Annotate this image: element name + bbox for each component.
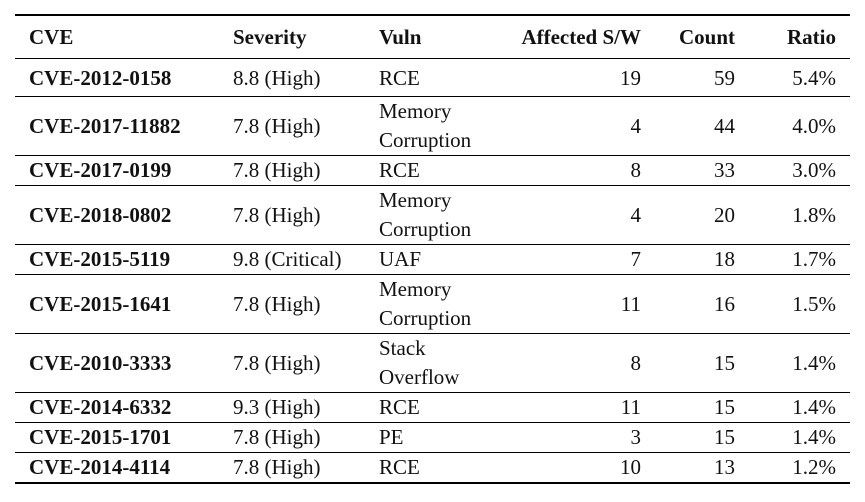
cve-cell: CVE-2015-5119 <box>29 247 171 271</box>
table-row: CVE-2018-0802 7.8 (High) Memory Corruption… <box>15 186 850 245</box>
severity-cell: 8.8 (High) <box>233 66 321 90</box>
vuln-cell: Stack Overflow <box>379 336 460 389</box>
ratio-cell: 4.0% <box>792 113 836 138</box>
table-row: CVE-2017-0199 7.8 (High) RCE 8 33 3.0% <box>15 156 850 186</box>
ratio-cell: 1.4% <box>792 425 836 449</box>
count-cell: 16 <box>714 291 735 316</box>
table-row: CVE-2015-1701 7.8 (High) PE 3 15 1.4% <box>15 423 850 453</box>
column-header: Count <box>678 24 735 49</box>
severity-cell: 7.8 (High) <box>233 425 321 449</box>
table-row: CVE-2015-5119 9.8 (Critical) UAF 7 18 1.7% <box>15 245 850 275</box>
table-body: CVE-2012-0158 8.8 (High) RCE 19 59 5.4% CVE-20… <box>15 59 850 483</box>
vuln-cell: UAF <box>379 247 422 271</box>
vuln-cell: RCE <box>379 158 420 182</box>
cve-cell: CVE-2014-6332 <box>29 395 172 419</box>
column-header: CVE <box>29 24 74 49</box>
affected-cell: 8 <box>630 350 642 375</box>
severity-cell: 9.3 (High) <box>233 395 321 419</box>
cve-cell: CVE-2014-4114 <box>29 455 171 479</box>
severity-cell: 7.8 (High) <box>233 455 321 479</box>
table-row: CVE-2010-3333 7.8 (High) Stack Overflow 8 15… <box>15 334 850 393</box>
affected-cell: 10 <box>620 455 641 479</box>
column-header: Affected S/W <box>521 24 641 49</box>
column-header: Ratio <box>787 24 836 49</box>
cve-cell: CVE-2017-11882 <box>29 113 181 138</box>
vuln-cell: RCE <box>379 66 420 90</box>
affected-cell: 4 <box>630 113 642 138</box>
vuln-cell: Memory Corruption <box>379 188 472 241</box>
vuln-cell: RCE <box>379 395 420 419</box>
count-cell: 15 <box>714 425 735 449</box>
column-header: Vuln <box>379 24 422 49</box>
severity-cell: 7.8 (High) <box>233 350 321 375</box>
table-header: CVE Severity Vuln Affected S/W Count Ratio <box>15 15 850 59</box>
cve-cell: CVE-2018-0802 <box>29 202 172 227</box>
severity-cell: 7.8 (High) <box>233 291 321 316</box>
count-cell: 15 <box>714 350 735 375</box>
affected-cell: 4 <box>630 202 642 227</box>
ratio-cell: 1.2% <box>792 455 836 479</box>
affected-cell: 11 <box>620 395 641 419</box>
count-cell: 20 <box>714 202 735 227</box>
severity-cell: 9.8 (Critical) <box>233 247 342 271</box>
affected-cell: 19 <box>620 66 641 90</box>
affected-cell: 3 <box>630 425 642 449</box>
table-row: CVE-2014-6332 9.3 (High) RCE 11 15 1.4% <box>15 393 850 423</box>
cve-cell: CVE-2010-3333 <box>29 350 172 375</box>
column-header: Severity <box>233 24 307 49</box>
count-cell: 44 <box>714 113 735 138</box>
severity-cell: 7.8 (High) <box>233 113 321 138</box>
count-cell: 59 <box>714 66 735 90</box>
table-row: CVE-2012-0158 8.8 (High) RCE 19 59 5.4% <box>15 59 850 97</box>
table-row: CVE-2014-4114 7.8 (High) RCE 10 13 1.2% <box>15 453 850 483</box>
ratio-cell: 5.4% <box>792 66 836 90</box>
ratio-cell: 1.5% <box>792 291 836 316</box>
ratio-cell: 1.7% <box>792 247 836 271</box>
cve-cell: CVE-2015-1701 <box>29 425 172 449</box>
ratio-cell: 1.8% <box>792 202 836 227</box>
count-cell: 15 <box>714 395 735 419</box>
table-row: CVE-2015-1641 7.8 (High) Memory Corruption… <box>15 275 850 334</box>
count-cell: 33 <box>714 158 735 182</box>
severity-cell: 7.8 (High) <box>233 158 321 182</box>
cve-cell: CVE-2017-0199 <box>29 158 172 182</box>
count-cell: 18 <box>714 247 735 271</box>
affected-cell: 11 <box>620 291 641 316</box>
vuln-cell: PE <box>379 425 404 449</box>
header-row: CVE Severity Vuln Affected S/W Count Ratio <box>15 15 850 59</box>
vuln-cell: Memory Corruption <box>379 99 472 152</box>
ratio-cell: 1.4% <box>792 395 836 419</box>
vuln-cell: Memory Corruption <box>379 277 472 330</box>
affected-cell: 8 <box>630 158 642 182</box>
table-row: CVE-2017-11882 7.8 (High) Memory Corruptio… <box>15 97 850 156</box>
ratio-cell: 3.0% <box>792 158 836 182</box>
severity-cell: 7.8 (High) <box>233 202 321 227</box>
ratio-cell: 1.4% <box>792 350 836 375</box>
cve-cell: CVE-2015-1641 <box>29 291 172 316</box>
count-cell: 13 <box>714 455 735 479</box>
affected-cell: 7 <box>630 247 642 271</box>
cve-cell: CVE-2012-0158 <box>29 66 172 90</box>
cve-table: CVE Severity Vuln Affected S/W Count Ratio CV… <box>15 14 850 484</box>
vuln-cell: RCE <box>379 455 420 479</box>
